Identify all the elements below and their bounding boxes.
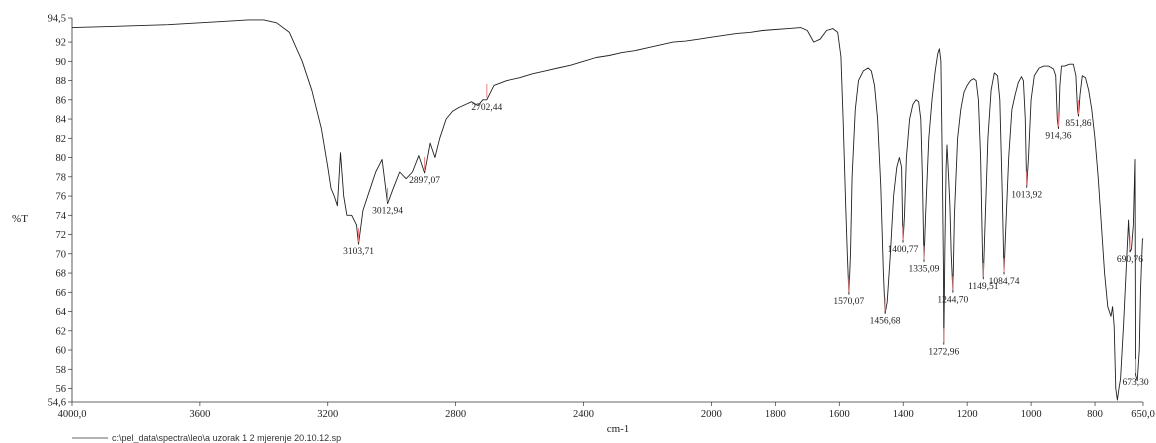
- x-tick-label: 1000: [1021, 409, 1042, 420]
- peak-label: 673,30: [1122, 378, 1148, 388]
- peak-label: 1335,09: [909, 264, 940, 274]
- y-tick-label: 92: [56, 38, 67, 49]
- peak-label: 1570,07: [833, 297, 864, 307]
- y-tick-label: 66: [56, 288, 67, 299]
- x-tick-label: 3600: [189, 409, 210, 420]
- y-tick-label: 78: [56, 172, 67, 183]
- y-tick-label: 68: [56, 269, 67, 280]
- x-tick-label: 650,0: [1131, 409, 1155, 420]
- peak-label: 1244,70: [937, 295, 968, 305]
- peak-label: 2897,07: [409, 176, 440, 186]
- peak-annotations: 3103,71 3012,94 2897,07 2702,44 1570,07 1456,…: [343, 83, 1149, 388]
- y-tick-label: 70: [56, 249, 67, 260]
- x-tick-label: 800: [1087, 409, 1103, 420]
- y-tick-label: 56: [56, 384, 67, 395]
- y-axis-title: %T: [12, 213, 28, 225]
- peak-label: 914,36: [1045, 132, 1071, 142]
- peak-label: 3012,94: [372, 207, 403, 217]
- y-tick-label: 84: [56, 115, 67, 126]
- peak-label: 2702,44: [471, 103, 502, 113]
- spectrum-line: [71, 19, 1144, 401]
- legend-entry: c:\pel_data\spectra\leo\a uzorak 1 2 mje…: [112, 433, 341, 443]
- x-tick-label: 1400: [893, 409, 914, 420]
- x-tick-label: 1600: [829, 409, 850, 420]
- y-tick-label: 74: [56, 211, 67, 222]
- y-tick-label: 60: [56, 346, 67, 357]
- peak-label: 1272,96: [928, 347, 959, 357]
- x-tick-label: 4000,0: [58, 409, 87, 420]
- y-tick-label: 82: [56, 134, 67, 145]
- peak-label: 1013,92: [1011, 190, 1042, 200]
- plot-area: [71, 19, 1144, 401]
- peak-label: 3103,71: [343, 247, 374, 257]
- y-tick-label: 62: [56, 326, 67, 337]
- y-tick-label: 88: [56, 76, 67, 87]
- peak-label: 1400,77: [888, 245, 919, 255]
- x-tick-label: 1200: [957, 409, 978, 420]
- y-tick-label: 64: [56, 307, 67, 318]
- y-tick-label: 72: [56, 230, 67, 241]
- y-axis: 94,5 92 90 88 86 84 82 80 78 76 74 72 70 68 66 64 62 60 58…: [48, 14, 73, 409]
- y-tick-label: 94,5: [48, 14, 66, 25]
- y-tick-label: 54,6: [48, 398, 66, 409]
- x-axis: 4000,0 3600 3200 2800 2400 2000 1800 1600 1400 12…: [58, 401, 1155, 420]
- y-tick-label: 86: [56, 95, 67, 106]
- peak-label: 1456,68: [870, 316, 901, 326]
- y-tick-label: 76: [56, 192, 67, 203]
- peak-label: 1084,74: [989, 277, 1020, 287]
- peak-label: 1149,51: [968, 282, 999, 292]
- y-tick-label: 80: [56, 153, 67, 164]
- peak-label: 690,76: [1117, 255, 1143, 265]
- x-axis-title: cm-1: [607, 423, 630, 435]
- x-tick-label: 2000: [701, 409, 722, 420]
- x-tick-label: 2800: [445, 409, 466, 420]
- x-tick-label: 3200: [317, 409, 338, 420]
- x-tick-label: 2400: [573, 409, 594, 420]
- y-tick-label: 58: [56, 365, 67, 376]
- x-tick-label: 1800: [765, 409, 786, 420]
- y-tick-label: 90: [56, 57, 67, 68]
- peak-label: 851,86: [1065, 119, 1091, 129]
